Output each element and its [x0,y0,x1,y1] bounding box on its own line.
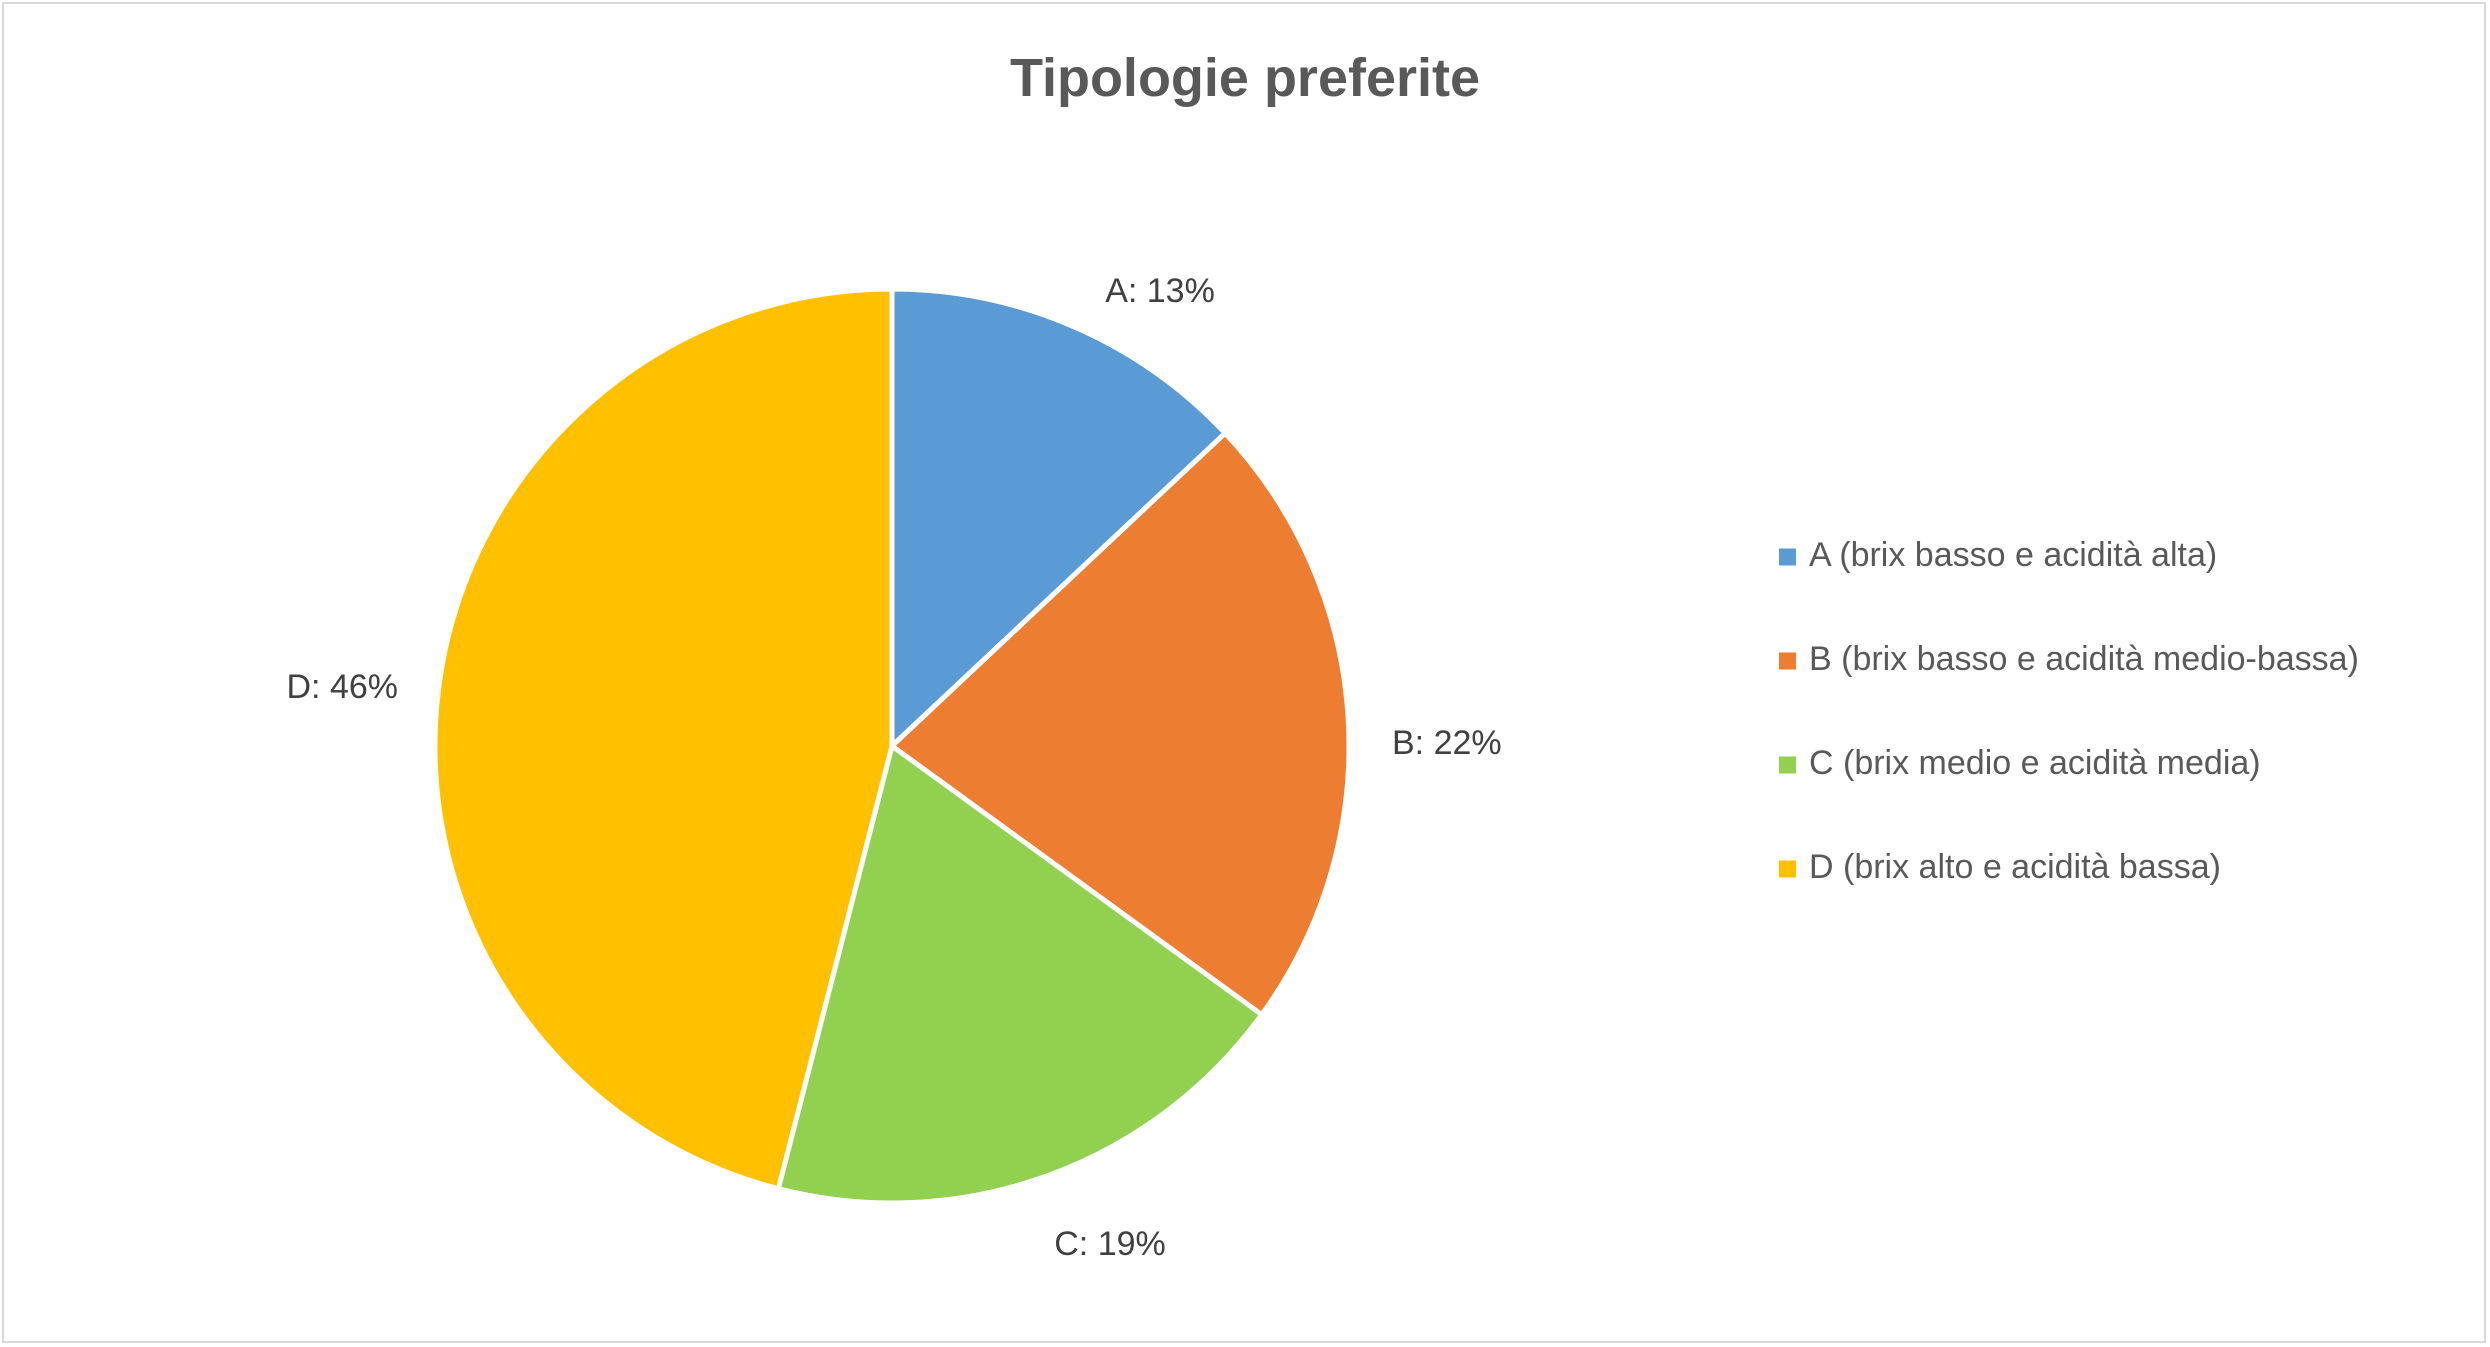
data-label-c: C: 19% [1054,1225,1166,1263]
legend-label-d: D (brix alto e acidità bassa) [1809,848,2221,886]
legend-swatch-b [1779,652,1796,670]
pie-slice-c [775,743,1265,1206]
pie-slice-b [889,430,1352,1018]
legend-label-a: A (brix basso e acidità alta) [1809,536,2217,574]
chart-title: Tipologie preferite [1010,48,1480,108]
pie-slices [432,286,1352,1206]
legend-label-c: C (brix medio e acidità media) [1809,744,2261,782]
legend-swatch-a [1779,548,1796,566]
data-label-b: B: 22% [1392,724,1502,762]
legend-label-b: B (brix basso e acidità medio-bassa) [1809,640,2359,678]
chart-legend: A (brix basso e acidità alta) B (brix bas… [1779,536,2359,886]
legend-swatch-c [1779,756,1796,774]
pie-slice-a [889,286,1228,749]
data-label-a: A: 13% [1105,272,1215,310]
data-label-d: D: 46% [287,668,399,706]
pie-slice-d [432,286,895,1192]
pie-data-labels: A: 13% B: 22% C: 19% D: 46% [287,272,1502,1263]
legend-swatch-d [1779,860,1796,878]
